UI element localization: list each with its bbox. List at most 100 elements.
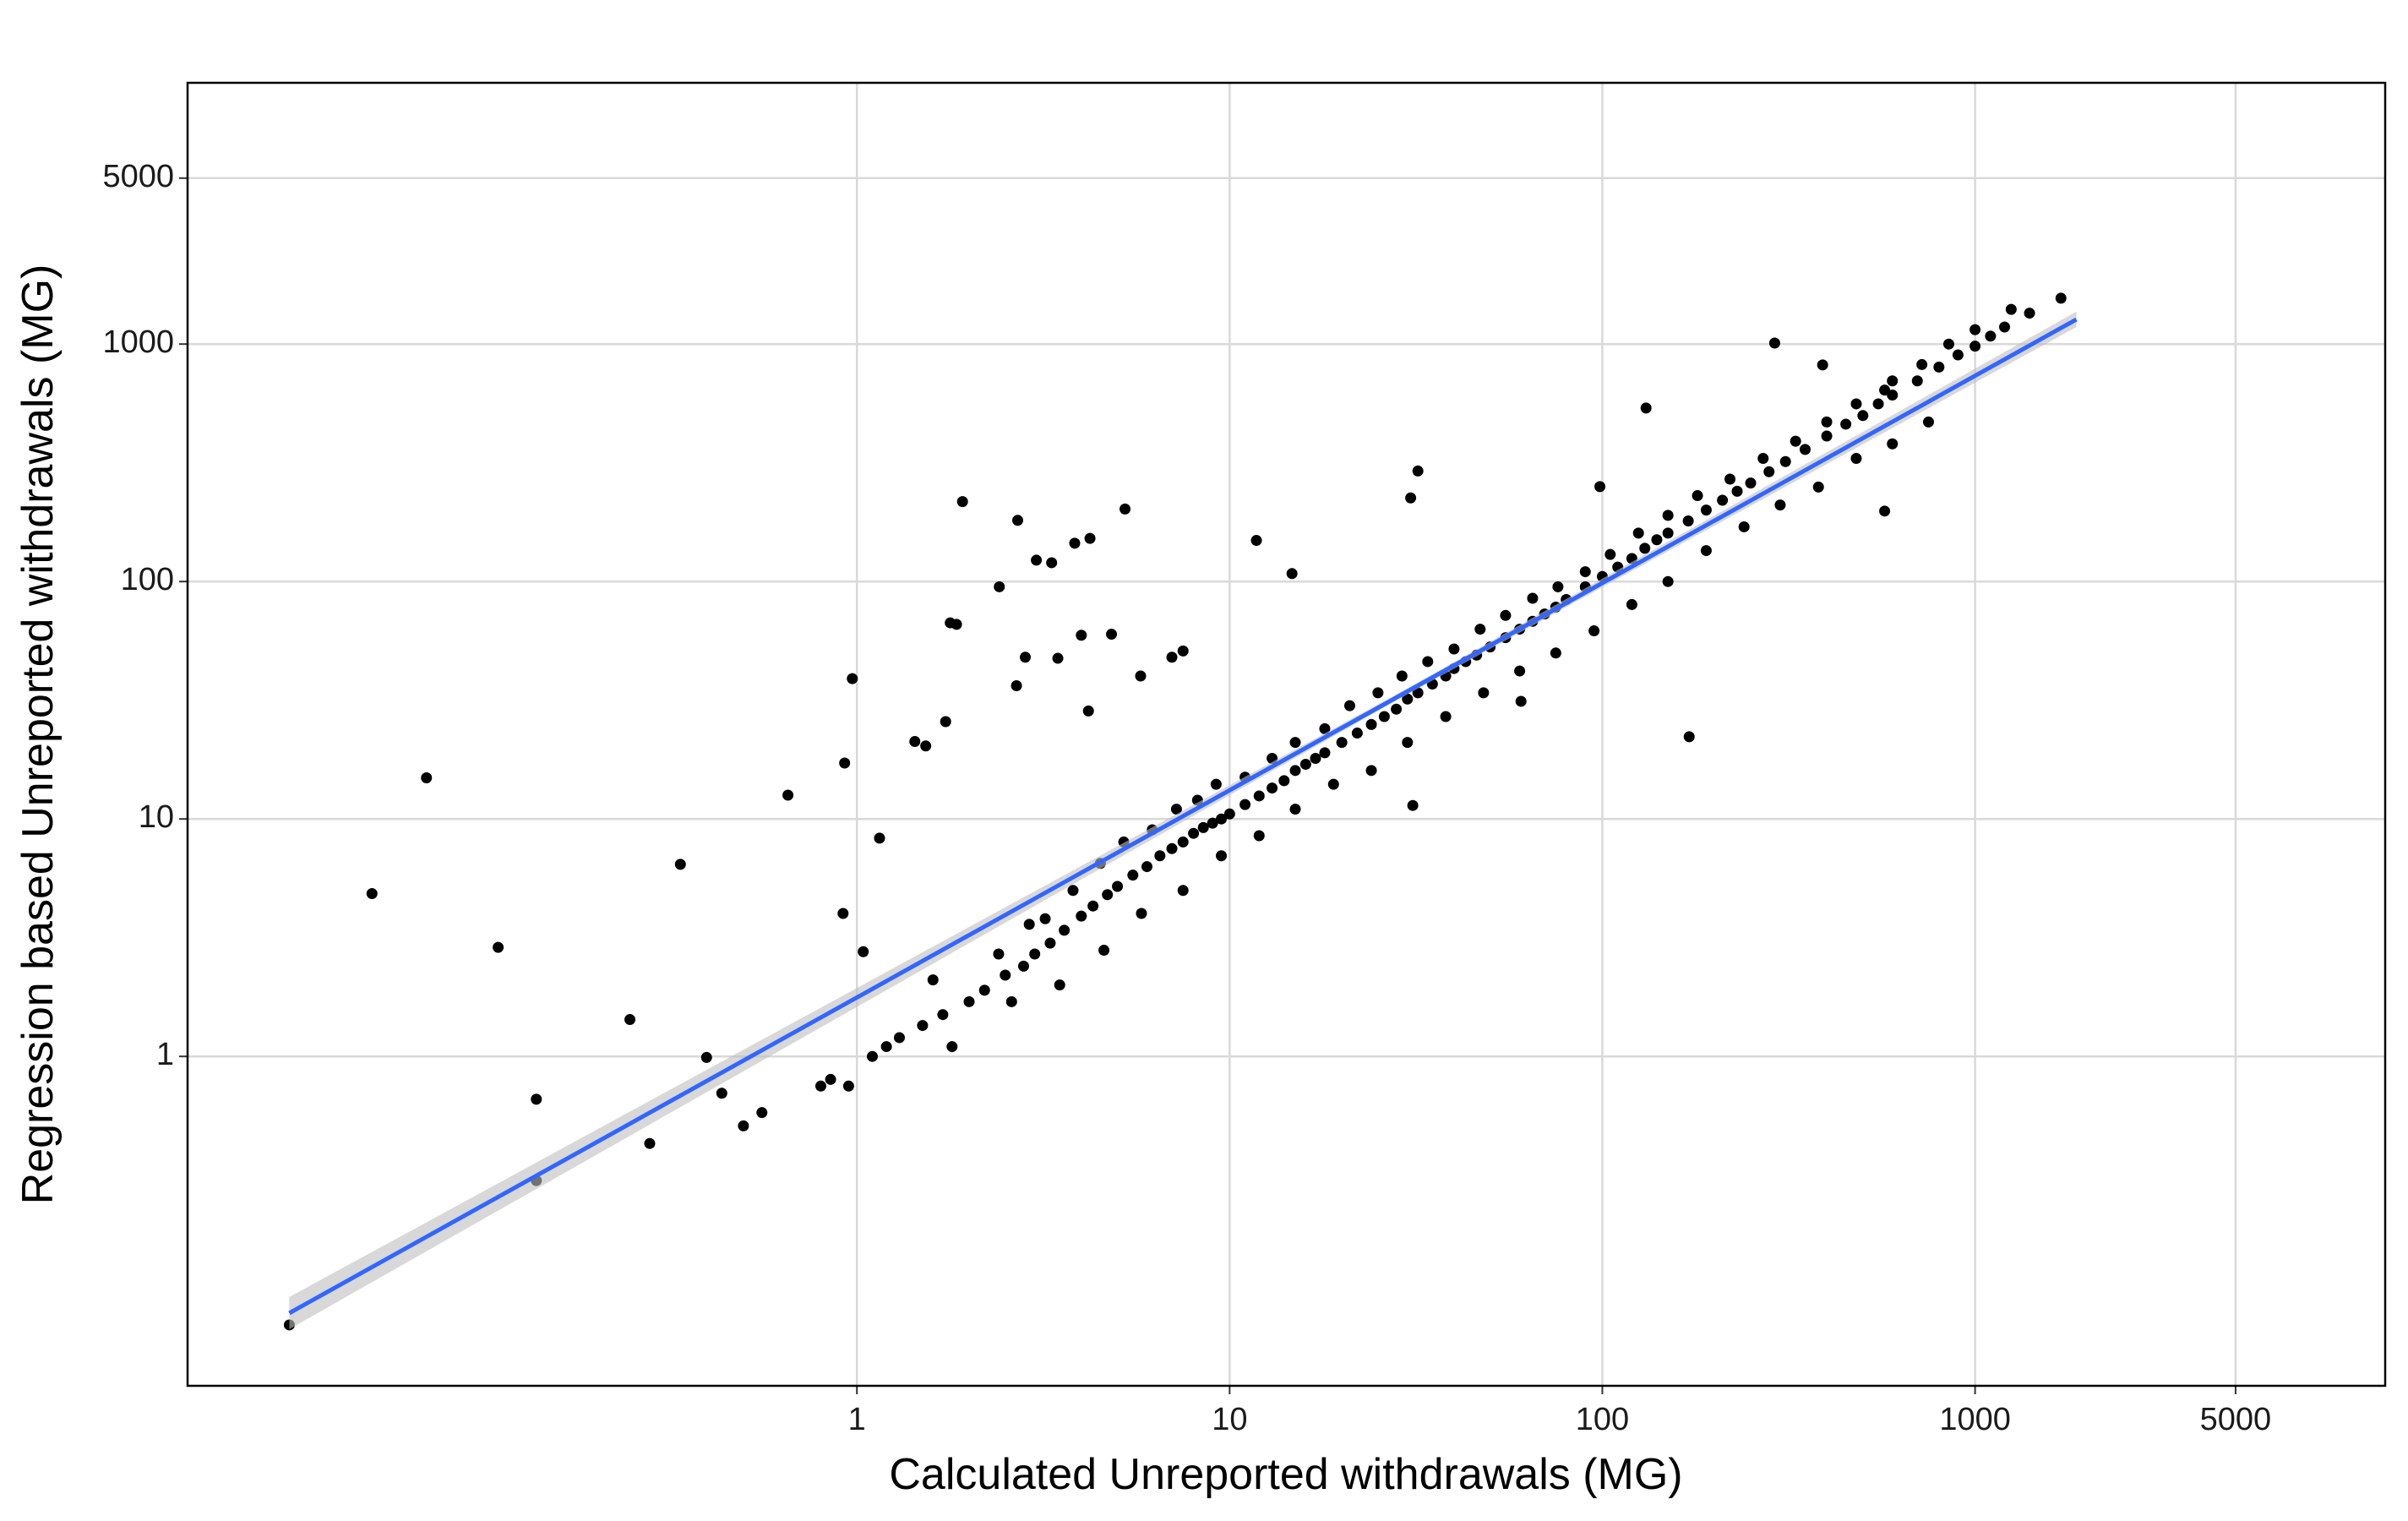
point	[1768, 337, 1780, 349]
point	[1422, 656, 1434, 668]
point	[1207, 817, 1218, 829]
point	[1031, 554, 1043, 566]
fit-line	[288, 317, 2078, 1316]
point	[1405, 492, 1417, 504]
point	[1916, 358, 1928, 370]
point	[1000, 969, 1011, 981]
point	[1724, 473, 1736, 485]
point	[956, 496, 968, 508]
point	[1588, 625, 1600, 637]
point	[1267, 782, 1278, 794]
point	[1850, 452, 1862, 464]
confidence-band	[289, 311, 2077, 1329]
point	[1779, 455, 1791, 467]
point	[1763, 466, 1775, 477]
point	[1790, 435, 1801, 447]
point	[951, 619, 962, 630]
point	[1952, 349, 1964, 361]
point	[1887, 375, 1899, 387]
point	[1985, 330, 1997, 342]
point	[421, 772, 433, 784]
point	[1250, 535, 1262, 547]
x-tick-label: 5000	[2200, 1402, 2272, 1437]
point	[1289, 804, 1301, 815]
point	[1651, 534, 1663, 546]
point	[1188, 827, 1200, 839]
point	[920, 740, 932, 752]
point	[1682, 515, 1694, 526]
point	[1692, 490, 1703, 502]
point	[1029, 948, 1041, 960]
point	[700, 1051, 712, 1063]
point	[994, 581, 1005, 592]
point	[738, 1120, 749, 1131]
point	[1059, 924, 1071, 936]
point	[366, 888, 378, 900]
point	[1872, 398, 1884, 410]
point	[1310, 752, 1321, 764]
point	[1136, 908, 1147, 919]
point	[1626, 598, 1637, 610]
point	[1552, 581, 1564, 592]
point	[1278, 775, 1290, 787]
point	[1020, 651, 1032, 663]
point	[1402, 693, 1414, 705]
point	[531, 1093, 542, 1105]
point	[1774, 499, 1786, 511]
point	[1738, 521, 1750, 532]
point	[1391, 703, 1403, 715]
point	[1197, 821, 1209, 833]
point	[1817, 359, 1828, 371]
point	[2005, 303, 2017, 315]
point	[1177, 645, 1189, 657]
point	[1216, 813, 1228, 825]
point	[1969, 324, 1981, 335]
point	[1594, 481, 1606, 493]
point	[1812, 481, 1824, 493]
point	[1515, 695, 1527, 707]
y-tick-label: 1000	[102, 324, 174, 360]
point	[1023, 919, 1035, 930]
point	[1054, 979, 1065, 991]
point	[624, 1014, 636, 1026]
point	[909, 735, 921, 747]
point	[1969, 341, 1981, 352]
point	[1141, 861, 1152, 873]
point	[1821, 416, 1833, 428]
point	[1604, 548, 1616, 560]
point	[1365, 718, 1377, 730]
point	[756, 1107, 768, 1119]
x-tick-label: 10	[1212, 1402, 1247, 1437]
point	[978, 984, 990, 996]
point	[1683, 731, 1695, 743]
point	[1640, 402, 1652, 414]
point	[716, 1088, 727, 1099]
point	[927, 974, 939, 986]
point	[940, 716, 951, 728]
point	[1662, 527, 1674, 539]
point	[1879, 505, 1891, 517]
point	[1067, 885, 1079, 897]
point	[1632, 527, 1644, 539]
y-tick-label: 1	[156, 1037, 174, 1072]
point	[1579, 566, 1591, 578]
point	[1550, 647, 1561, 659]
point	[1210, 778, 1222, 790]
point	[946, 1041, 958, 1053]
point	[1044, 937, 1056, 949]
point	[1378, 711, 1390, 722]
point	[1069, 537, 1081, 549]
point	[1253, 830, 1265, 842]
point	[847, 673, 858, 684]
point	[1286, 568, 1298, 580]
point	[1757, 452, 1769, 464]
point	[842, 1080, 854, 1092]
point	[837, 908, 849, 919]
point	[814, 1080, 826, 1092]
point	[1514, 665, 1526, 677]
x-tick-label: 100	[1576, 1402, 1629, 1437]
point	[1343, 700, 1355, 711]
point	[1253, 790, 1265, 802]
x-tick-label: 1000	[1939, 1402, 2011, 1437]
point	[1942, 338, 1954, 350]
